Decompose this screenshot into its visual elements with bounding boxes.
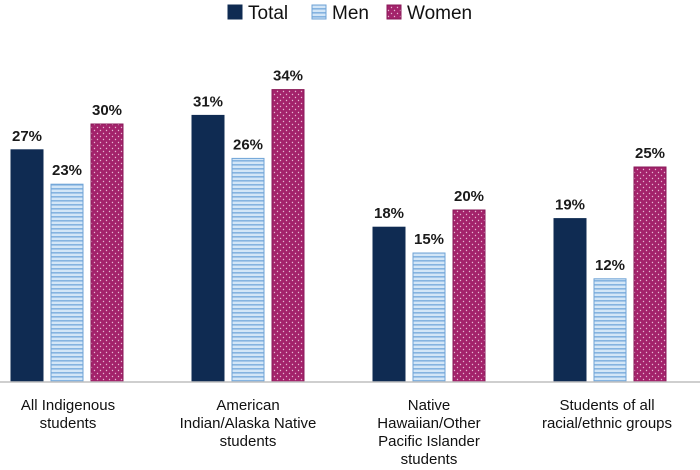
data-label-women-3: 25% <box>635 145 665 162</box>
bar-men-2 <box>412 252 446 383</box>
legend: Total Men Women <box>227 3 472 24</box>
legend-label-women: Women <box>407 3 472 24</box>
category-label-2-line-0: Native <box>408 397 451 414</box>
data-label-total-2: 18% <box>374 205 404 222</box>
bar-men-1 <box>231 157 265 383</box>
category-label-0-line-1: students <box>40 415 97 432</box>
data-label-women-1: 34% <box>273 68 303 85</box>
legend-label-men: Men <box>332 3 369 24</box>
bar-total-1 <box>191 114 225 383</box>
bar-total-3 <box>553 218 587 383</box>
data-label-men-2: 15% <box>414 231 444 248</box>
category-label-1-line-1: Indian/Alaska Native <box>180 415 317 432</box>
category-label-2: Native Hawaiian/Other Pacific Islander stud… <box>377 397 480 468</box>
category-label-0: All Indigenous students <box>21 397 115 432</box>
category-label-3-line-0: Students of all <box>559 397 654 414</box>
legend-swatch-women <box>386 4 402 20</box>
data-label-total-0: 27% <box>12 128 42 145</box>
data-label-men-1: 26% <box>233 136 263 153</box>
category-label-3-line-1: racial/ethnic groups <box>542 415 672 432</box>
data-label-men-3: 12% <box>595 257 625 274</box>
bar-total-2 <box>372 226 406 383</box>
category-label-1-line-0: American <box>216 397 279 414</box>
legend-swatch-total <box>227 4 243 20</box>
data-label-women-0: 30% <box>92 102 122 119</box>
category-label-1: American Indian/Alaska Native students <box>180 397 317 450</box>
data-label-total-3: 19% <box>555 197 585 214</box>
category-label-2-line-3: students <box>401 451 458 468</box>
value-labels-layer: 27% 23% 30% 31% 26% 34% 18% 15% 20% 19% 12% 25% <box>12 68 665 274</box>
category-label-3: Students of all racial/ethnic groups <box>542 397 672 432</box>
bar-men-3 <box>593 278 627 383</box>
bar-women-3 <box>633 166 667 383</box>
legend-swatch-men <box>311 4 327 20</box>
category-label-0-line-0: All Indigenous <box>21 397 115 414</box>
bar-men-0 <box>50 183 84 383</box>
bar-total-0 <box>10 149 44 383</box>
data-label-men-0: 23% <box>52 162 82 179</box>
category-label-1-line-2: students <box>220 433 277 450</box>
category-label-2-line-2: Pacific Islander <box>378 433 480 450</box>
category-label-2-line-1: Hawaiian/Other <box>377 415 480 432</box>
bar-women-2 <box>452 209 486 383</box>
bars-layer <box>10 89 667 383</box>
legend-label-total: Total <box>248 3 288 24</box>
data-label-total-1: 31% <box>193 93 223 110</box>
data-label-women-2: 20% <box>454 188 484 205</box>
bar-women-1 <box>271 89 305 383</box>
bar-women-0 <box>90 123 124 383</box>
